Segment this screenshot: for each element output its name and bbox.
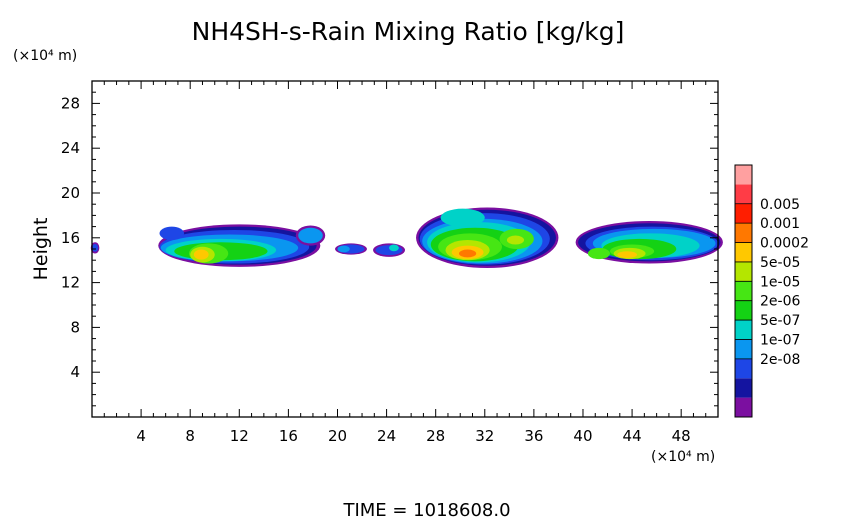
contour-fill — [587, 247, 610, 260]
legend-swatch — [735, 320, 752, 340]
chart-title: NH4SH-s-Rain Mixing Ratio [kg/kg] — [192, 17, 625, 46]
x-tick-label: 32 — [475, 427, 494, 445]
cloud-b — [158, 224, 326, 267]
contour-fill — [459, 249, 477, 258]
legend-label: 5e-07 — [760, 313, 800, 329]
legend-swatch — [735, 397, 752, 417]
x-tick-label: 28 — [426, 427, 445, 445]
legend-swatch — [735, 242, 752, 262]
contour-fill — [159, 226, 185, 241]
y-tick-label: 28 — [61, 94, 80, 112]
cloud-e — [416, 207, 559, 269]
x-tick-label: 24 — [377, 427, 396, 445]
y-tick-label: 8 — [70, 318, 80, 336]
contour-fill — [298, 227, 323, 244]
x-tick-label: 36 — [524, 427, 543, 445]
legend-label: 1e-07 — [760, 332, 800, 348]
legend-swatch — [735, 339, 752, 359]
contour-fill — [92, 243, 99, 252]
legend-label: 2e-06 — [760, 294, 800, 310]
legend-label: 5e-05 — [760, 255, 800, 271]
y-tick-label: 4 — [70, 363, 80, 381]
x-tick-label: 12 — [230, 427, 249, 445]
x-tick-label: 8 — [185, 427, 195, 445]
legend-swatch — [735, 300, 752, 321]
contour-fill — [617, 251, 637, 258]
y-tick-label: 24 — [61, 139, 80, 157]
legend-swatch — [735, 358, 752, 379]
contour-fill — [337, 245, 350, 253]
y-tick-label: 16 — [61, 229, 80, 247]
legend-frame — [734, 164, 753, 418]
contour-fill — [193, 249, 209, 260]
legend-swatch — [735, 378, 752, 398]
legend-swatch — [735, 261, 752, 282]
y-axis-label: Height — [30, 218, 52, 281]
x-tick-label: 40 — [573, 427, 592, 445]
contour-fill — [375, 245, 403, 256]
color-legend: 0.005 0.001 0.0002 5e-05 1e-05 2e-06 5e-07 1e-0… — [734, 164, 809, 418]
legend-swatch — [735, 281, 752, 301]
y-tick-label: 20 — [61, 184, 80, 202]
cloud-c — [335, 243, 367, 255]
contour-fill — [440, 208, 485, 227]
legend-swatch — [735, 223, 752, 243]
x-tick-label: 16 — [279, 427, 298, 445]
legend-swatch — [735, 184, 752, 204]
legend-label: 0.0002 — [760, 236, 809, 252]
cloud-d — [373, 243, 406, 257]
cloud-f — [575, 221, 723, 264]
legend-swatch — [735, 203, 752, 224]
legend-swatch — [735, 165, 752, 185]
time-footer: TIME = 1018608.0 — [342, 500, 510, 519]
legend-label: 0.001 — [760, 216, 800, 232]
x-tick-label: 4 — [136, 427, 146, 445]
axis-ticks — [92, 81, 718, 417]
x-unit-label: (×10⁴ m) — [651, 449, 715, 465]
x-tick-label: 20 — [328, 427, 347, 445]
plot-clouds — [90, 207, 723, 269]
x-tick-label: 48 — [672, 427, 691, 445]
cloud-a — [90, 242, 100, 254]
y-tick-label: 12 — [61, 274, 80, 292]
legend-label: 0.005 — [760, 197, 800, 213]
y-unit-label: (×10⁴ m) — [13, 48, 77, 64]
contour-fill — [506, 235, 525, 245]
x-tick-label: 44 — [623, 427, 642, 445]
legend-label: 2e-08 — [760, 352, 800, 368]
legend-label: 1e-05 — [760, 274, 800, 290]
contour-fill — [389, 244, 399, 252]
